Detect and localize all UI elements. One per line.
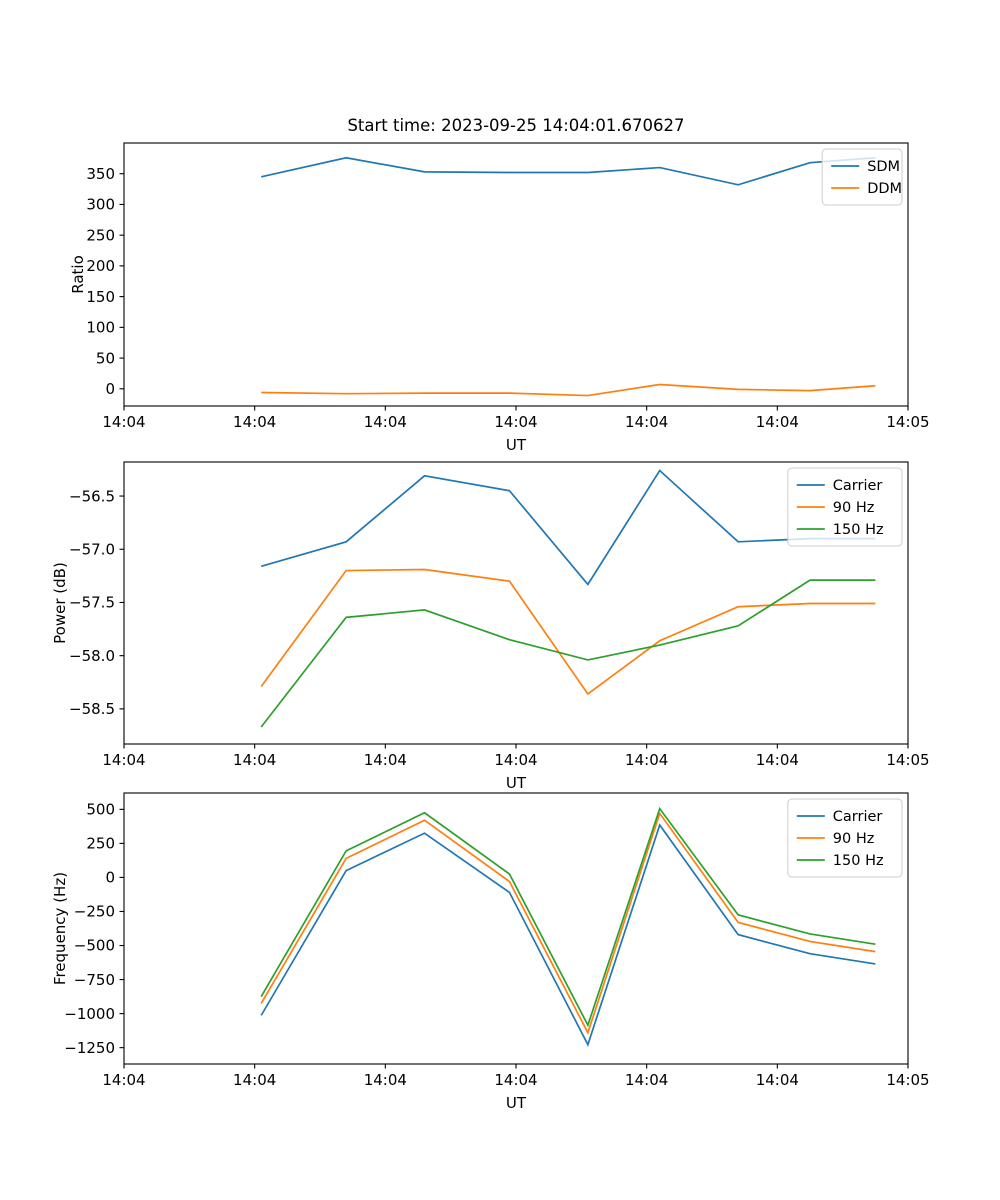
legend-box <box>821 148 903 206</box>
x-tick-label: 14:04 <box>102 413 145 431</box>
y-tick-label: −1000 <box>64 1005 115 1023</box>
x-axis-label: UT <box>506 1094 527 1112</box>
legend-label-90-hz: 90 Hz <box>833 500 875 516</box>
x-axis-label: UT <box>506 436 527 454</box>
legend-box <box>787 798 903 878</box>
x-tick-label: 14:04 <box>625 751 668 769</box>
x-tick-label: 14:04 <box>756 1071 799 1089</box>
y-tick-label: 50 <box>96 349 115 367</box>
x-tick-label: 14:04 <box>233 751 276 769</box>
x-tick-label: 14:04 <box>233 1071 276 1089</box>
y-tick-label: 0 <box>105 869 115 887</box>
y-tick-label: −1250 <box>64 1039 115 1057</box>
x-tick-label: 14:05 <box>886 1071 929 1089</box>
legend-label-ddm: DDM <box>867 181 902 197</box>
legend-label-90-hz: 90 Hz <box>833 831 875 847</box>
y-tick-label: −500 <box>74 937 115 955</box>
x-tick-label: 14:04 <box>364 751 407 769</box>
y-tick-label: 500 <box>86 801 115 819</box>
x-axis-label: UT <box>506 774 527 792</box>
x-tick-label: 14:04 <box>625 1071 668 1089</box>
legend-label-carrier: Carrier <box>833 478 883 494</box>
y-tick-label: −57.0 <box>69 540 115 558</box>
legend: SDM DDM <box>821 148 903 206</box>
y-tick-label: 150 <box>86 288 115 306</box>
y-tick-label: 350 <box>86 165 115 183</box>
legend-label-150-hz: 150 Hz <box>833 853 884 869</box>
x-axis: 14:04 14:04 14:04 14:04 14:04 14:04 14:05 <box>102 744 930 769</box>
legend: Carrier 90 Hz 150 Hz <box>787 467 903 547</box>
x-axis: 14:04 14:04 14:04 14:04 14:04 14:04 14:05 <box>102 406 930 431</box>
x-tick-label: 14:04 <box>364 1071 407 1089</box>
x-tick-label: 14:04 <box>494 1071 537 1089</box>
y-axis-label: Power (dB) <box>51 562 69 644</box>
legend: Carrier 90 Hz 150 Hz <box>787 798 903 878</box>
y-axis: −56.5 −57.0 −57.5 −58.0 −58.5 <box>69 487 124 718</box>
x-tick-label: 14:04 <box>494 413 537 431</box>
x-tick-label: 14:04 <box>102 751 145 769</box>
y-tick-label: −250 <box>74 903 115 921</box>
y-axis: 500 250 0 −250 −500 −750 −1000 −1250 <box>64 801 124 1057</box>
series-line-150-hz <box>260 806 876 1028</box>
x-tick-label: 14:05 <box>886 413 929 431</box>
series-line-carrier <box>260 469 876 586</box>
legend-box <box>787 467 903 547</box>
x-tick-label: 14:04 <box>756 413 799 431</box>
data-lines <box>260 806 876 1047</box>
x-axis: 14:04 14:04 14:04 14:04 14:04 14:04 14:05 <box>102 1064 930 1089</box>
y-axis: 0 50 100 150 200 250 300 350 <box>86 165 124 398</box>
y-axis-label: Frequency (Hz) <box>51 872 69 985</box>
frequency-panel: 14:04 14:04 14:04 14:04 14:04 14:04 14:05 UT 500… <box>51 792 930 1112</box>
y-tick-label: 100 <box>86 319 115 337</box>
series-line-carrier <box>260 823 876 1047</box>
ratio-panel: Start time: 2023-09-25 14:04:01.670627 14… <box>69 116 930 454</box>
legend-label-sdm: SDM <box>867 159 900 175</box>
y-tick-label: 0 <box>105 380 115 398</box>
series-line-90-hz <box>260 811 876 1035</box>
x-tick-label: 14:04 <box>494 751 537 769</box>
y-tick-label: −750 <box>74 971 115 989</box>
y-tick-label: 250 <box>86 226 115 244</box>
x-tick-label: 14:04 <box>364 413 407 431</box>
series-line-ddm <box>261 383 876 397</box>
power-panel: 14:04 14:04 14:04 14:04 14:04 14:04 14:05 UT −56… <box>51 461 930 792</box>
y-tick-label: 250 <box>86 835 115 853</box>
x-tick-label: 14:04 <box>233 413 276 431</box>
x-tick-label: 14:05 <box>886 751 929 769</box>
series-line-sdm <box>261 156 876 186</box>
series-line-90-hz <box>260 568 876 696</box>
data-lines <box>260 469 876 728</box>
y-tick-label: 200 <box>86 257 115 275</box>
y-tick-label: 300 <box>86 196 115 214</box>
y-tick-label: −57.5 <box>69 594 115 612</box>
x-tick-label: 14:04 <box>625 413 668 431</box>
x-tick-label: 14:04 <box>102 1071 145 1089</box>
y-tick-label: −56.5 <box>69 487 115 505</box>
series-line-150-hz <box>260 579 876 728</box>
y-tick-label: −58.0 <box>69 647 115 665</box>
data-lines <box>261 156 876 397</box>
y-axis-label: Ratio <box>69 255 87 294</box>
legend-label-150-hz: 150 Hz <box>833 522 884 538</box>
legend-label-carrier: Carrier <box>833 809 883 825</box>
plot-title: Start time: 2023-09-25 14:04:01.670627 <box>347 116 684 135</box>
x-tick-label: 14:04 <box>756 751 799 769</box>
y-tick-label: −58.5 <box>69 700 115 718</box>
